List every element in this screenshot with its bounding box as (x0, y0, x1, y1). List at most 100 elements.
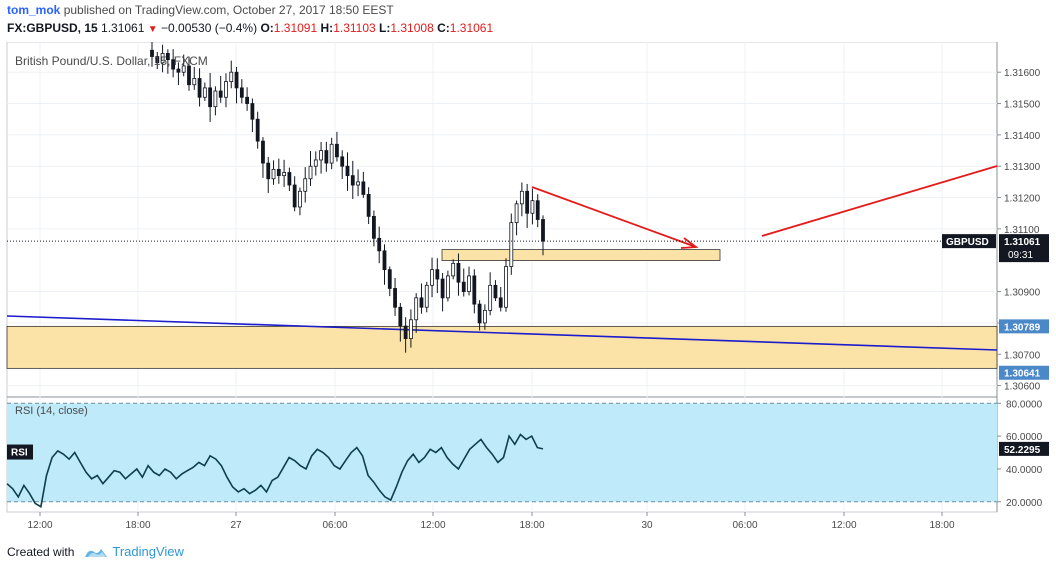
candle-body[interactable] (509, 222, 514, 267)
candle-body[interactable] (234, 71, 239, 89)
candle-body[interactable] (435, 269, 440, 280)
candle-body[interactable] (324, 150, 329, 164)
candle-body[interactable] (440, 278, 445, 299)
candle-body[interactable] (409, 319, 413, 339)
candle-body[interactable] (393, 288, 397, 308)
price-tick-label: 1.30600 (1004, 382, 1041, 393)
candle-body[interactable] (208, 87, 213, 108)
candle-body[interactable] (498, 297, 503, 308)
candle-body[interactable] (282, 172, 286, 177)
candle-body[interactable] (218, 90, 223, 98)
candle-body[interactable] (245, 96, 250, 104)
blue-trend-line[interactable] (6, 315, 998, 351)
high-value: 1.31103 (333, 21, 376, 35)
candle-body[interactable] (250, 103, 255, 120)
candle-body[interactable] (181, 65, 186, 73)
candle-body[interactable] (197, 78, 202, 98)
candle-body[interactable] (525, 190, 530, 214)
footer: Created with TradingView (7, 544, 184, 559)
candle-body[interactable] (271, 168, 276, 180)
candle-body[interactable] (224, 81, 228, 98)
candle-body[interactable] (504, 266, 508, 308)
candle-body[interactable] (451, 262, 456, 277)
publication-header: tom_mok published on TradingView.com, Oc… (0, 0, 1056, 42)
candle-body[interactable] (261, 140, 265, 164)
chart-area[interactable]: RSI 1.316001.315001.314001.313001.312001… (0, 42, 1056, 540)
candle-body[interactable] (150, 49, 154, 57)
last-price-badge-value: 1.31061 (1004, 237, 1041, 248)
rsi-panel[interactable]: RSI (6, 402, 997, 508)
candle-body[interactable] (535, 200, 540, 220)
candle-body[interactable] (461, 281, 466, 292)
candle-body[interactable] (424, 284, 429, 308)
candle-body[interactable] (372, 215, 376, 239)
author-link[interactable]: tom_mok (7, 3, 61, 17)
candle-body[interactable] (387, 269, 392, 289)
candle-body[interactable] (187, 65, 191, 86)
candle-body[interactable] (239, 87, 244, 98)
red-arrow-up-line[interactable] (761, 165, 998, 237)
candle-body[interactable] (482, 309, 487, 324)
red-arrow-down-line[interactable] (531, 186, 697, 248)
candle-body[interactable] (403, 325, 408, 339)
candle-body[interactable] (335, 143, 339, 158)
candle-body[interactable] (419, 297, 424, 308)
candle-body[interactable] (165, 53, 170, 61)
created-with-text: Created with (7, 544, 75, 559)
candle-body[interactable] (445, 275, 450, 299)
tradingview-logo-icon[interactable] (84, 545, 108, 559)
price-axis[interactable]: 1.31600 1.31500 1.31400 1.31300 1.31200 1.311… (942, 68, 1049, 509)
candle-body[interactable] (519, 190, 524, 205)
candle-body[interactable] (155, 56, 160, 64)
candle-body[interactable] (308, 165, 313, 180)
rsi-line[interactable] (6, 433, 544, 508)
candle-body[interactable] (530, 200, 535, 214)
candle-body[interactable] (414, 297, 419, 321)
time-axis[interactable]: 12:00 18:00 27 06:00 12:00 18:00 30 06:00 12:00 1… (27, 512, 955, 531)
candle-body[interactable] (472, 275, 477, 305)
candle-body[interactable] (361, 181, 366, 195)
candle-body[interactable] (456, 262, 461, 283)
candle-body[interactable] (514, 203, 519, 224)
candle-body[interactable] (467, 275, 471, 292)
candle-body[interactable] (192, 78, 197, 86)
candle-body[interactable] (340, 156, 345, 167)
candle-body[interactable] (350, 175, 355, 186)
candle-body[interactable] (382, 250, 387, 271)
candle-body[interactable] (229, 71, 234, 83)
candle-body[interactable] (329, 143, 334, 164)
candle-body[interactable] (287, 172, 292, 186)
resistance-zone-rectangle[interactable] (441, 249, 721, 261)
candle-body[interactable] (398, 306, 403, 327)
candle-body[interactable] (345, 165, 350, 177)
support-zones[interactable] (6, 249, 998, 369)
tradingview-brand-link[interactable]: TradingView (112, 544, 184, 559)
candle-body[interactable] (213, 90, 218, 108)
candle-body[interactable] (176, 68, 181, 73)
candle-body[interactable] (319, 150, 323, 161)
candle-body[interactable] (541, 219, 545, 242)
drawing-lines[interactable] (6, 165, 998, 351)
candle-body[interactable] (292, 184, 297, 208)
symbol-badge-text: GBPUSD (946, 237, 989, 248)
candle-body[interactable] (202, 87, 207, 98)
candle-body[interactable] (356, 181, 360, 186)
candle-body[interactable] (298, 190, 302, 208)
candle-body[interactable] (313, 159, 318, 167)
price-candles[interactable] (7, 42, 997, 353)
candle-body[interactable] (171, 59, 176, 70)
candle-body[interactable] (477, 303, 482, 324)
candle-body[interactable] (488, 284, 493, 311)
candle-body[interactable] (493, 284, 498, 299)
candle-body[interactable] (377, 237, 382, 252)
time-tick-label: 12:00 (831, 520, 856, 531)
last-price: 1.31061 (101, 21, 145, 35)
candle-body[interactable] (255, 118, 260, 142)
candle-body[interactable] (430, 269, 434, 286)
candle-body[interactable] (276, 168, 281, 177)
candle-body[interactable] (160, 53, 165, 64)
candle-body[interactable] (266, 162, 271, 180)
candle-body[interactable] (303, 178, 308, 192)
candle-body[interactable] (366, 194, 371, 217)
rsi-indicator-label: RSI (14, close) (15, 405, 88, 417)
